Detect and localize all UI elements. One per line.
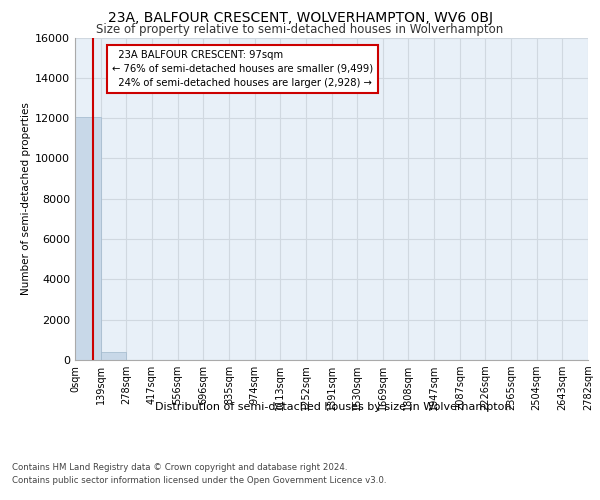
Y-axis label: Number of semi-detached properties: Number of semi-detached properties	[21, 102, 31, 295]
Bar	[75, 117, 101, 360]
Text: Contains public sector information licensed under the Open Government Licence v3: Contains public sector information licen…	[12, 476, 386, 485]
Text: Contains HM Land Registry data © Crown copyright and database right 2024.: Contains HM Land Registry data © Crown c…	[12, 462, 347, 471]
Bar	[101, 352, 126, 360]
Text: 23A, BALFOUR CRESCENT, WOLVERHAMPTON, WV6 0BJ: 23A, BALFOUR CRESCENT, WOLVERHAMPTON, WV…	[107, 11, 493, 25]
Text: 23A BALFOUR CRESCENT: 97sqm
← 76% of semi-detached houses are smaller (9,499)
  : 23A BALFOUR CRESCENT: 97sqm ← 76% of sem…	[112, 50, 373, 88]
Text: Distribution of semi-detached houses by size in Wolverhampton: Distribution of semi-detached houses by …	[155, 402, 511, 412]
Text: Size of property relative to semi-detached houses in Wolverhampton: Size of property relative to semi-detach…	[97, 22, 503, 36]
